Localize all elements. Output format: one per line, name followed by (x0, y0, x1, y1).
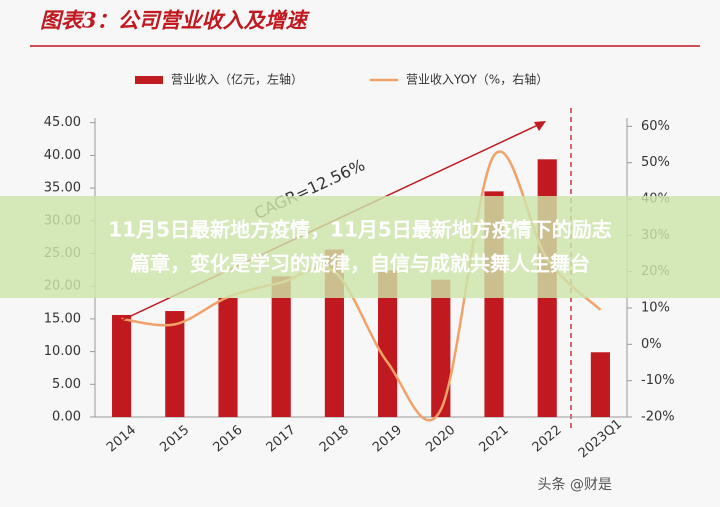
bar (271, 276, 291, 417)
banner-text: 11月5日最新地方疫情，11月5日最新地方疫情下的励志 (108, 218, 612, 242)
cagr-arrowhead (534, 121, 546, 131)
bar (112, 314, 132, 417)
y-tick-label: 10.00 (44, 344, 81, 359)
y2-tick-label: 10% (641, 301, 670, 316)
y-tick-label: 5.00 (52, 377, 81, 392)
bar (590, 352, 610, 417)
banner-text: 篇章，变化是学习的旋律，自信与成就共舞人生舞台 (129, 252, 590, 276)
chart-title: 图表3：公司营业收入及增速 (40, 8, 311, 33)
legend-label: 营业收入（亿元，左轴） (171, 72, 303, 87)
y-tick-label: 15.00 (44, 311, 81, 326)
y2-tick-label: 60% (641, 119, 670, 134)
bar (378, 270, 398, 417)
bar (165, 311, 185, 417)
y2-tick-label: 0% (641, 337, 662, 352)
legend-label: 营业收入YOY（%，右轴） (406, 72, 548, 87)
y-tick-label: 45.00 (44, 115, 81, 130)
legend-swatch (135, 76, 163, 84)
banner (0, 196, 720, 298)
watermark: 头条 @财是 (538, 476, 612, 493)
y-tick-label: 35.00 (44, 181, 81, 196)
y-tick-label: 40.00 (44, 148, 81, 163)
bar (218, 297, 238, 417)
y2-tick-label: -10% (641, 373, 675, 388)
bar (431, 279, 451, 417)
y-tick-label: 0.00 (52, 410, 81, 425)
y2-tick-label: -20% (641, 410, 675, 425)
y2-tick-label: 50% (641, 155, 670, 170)
